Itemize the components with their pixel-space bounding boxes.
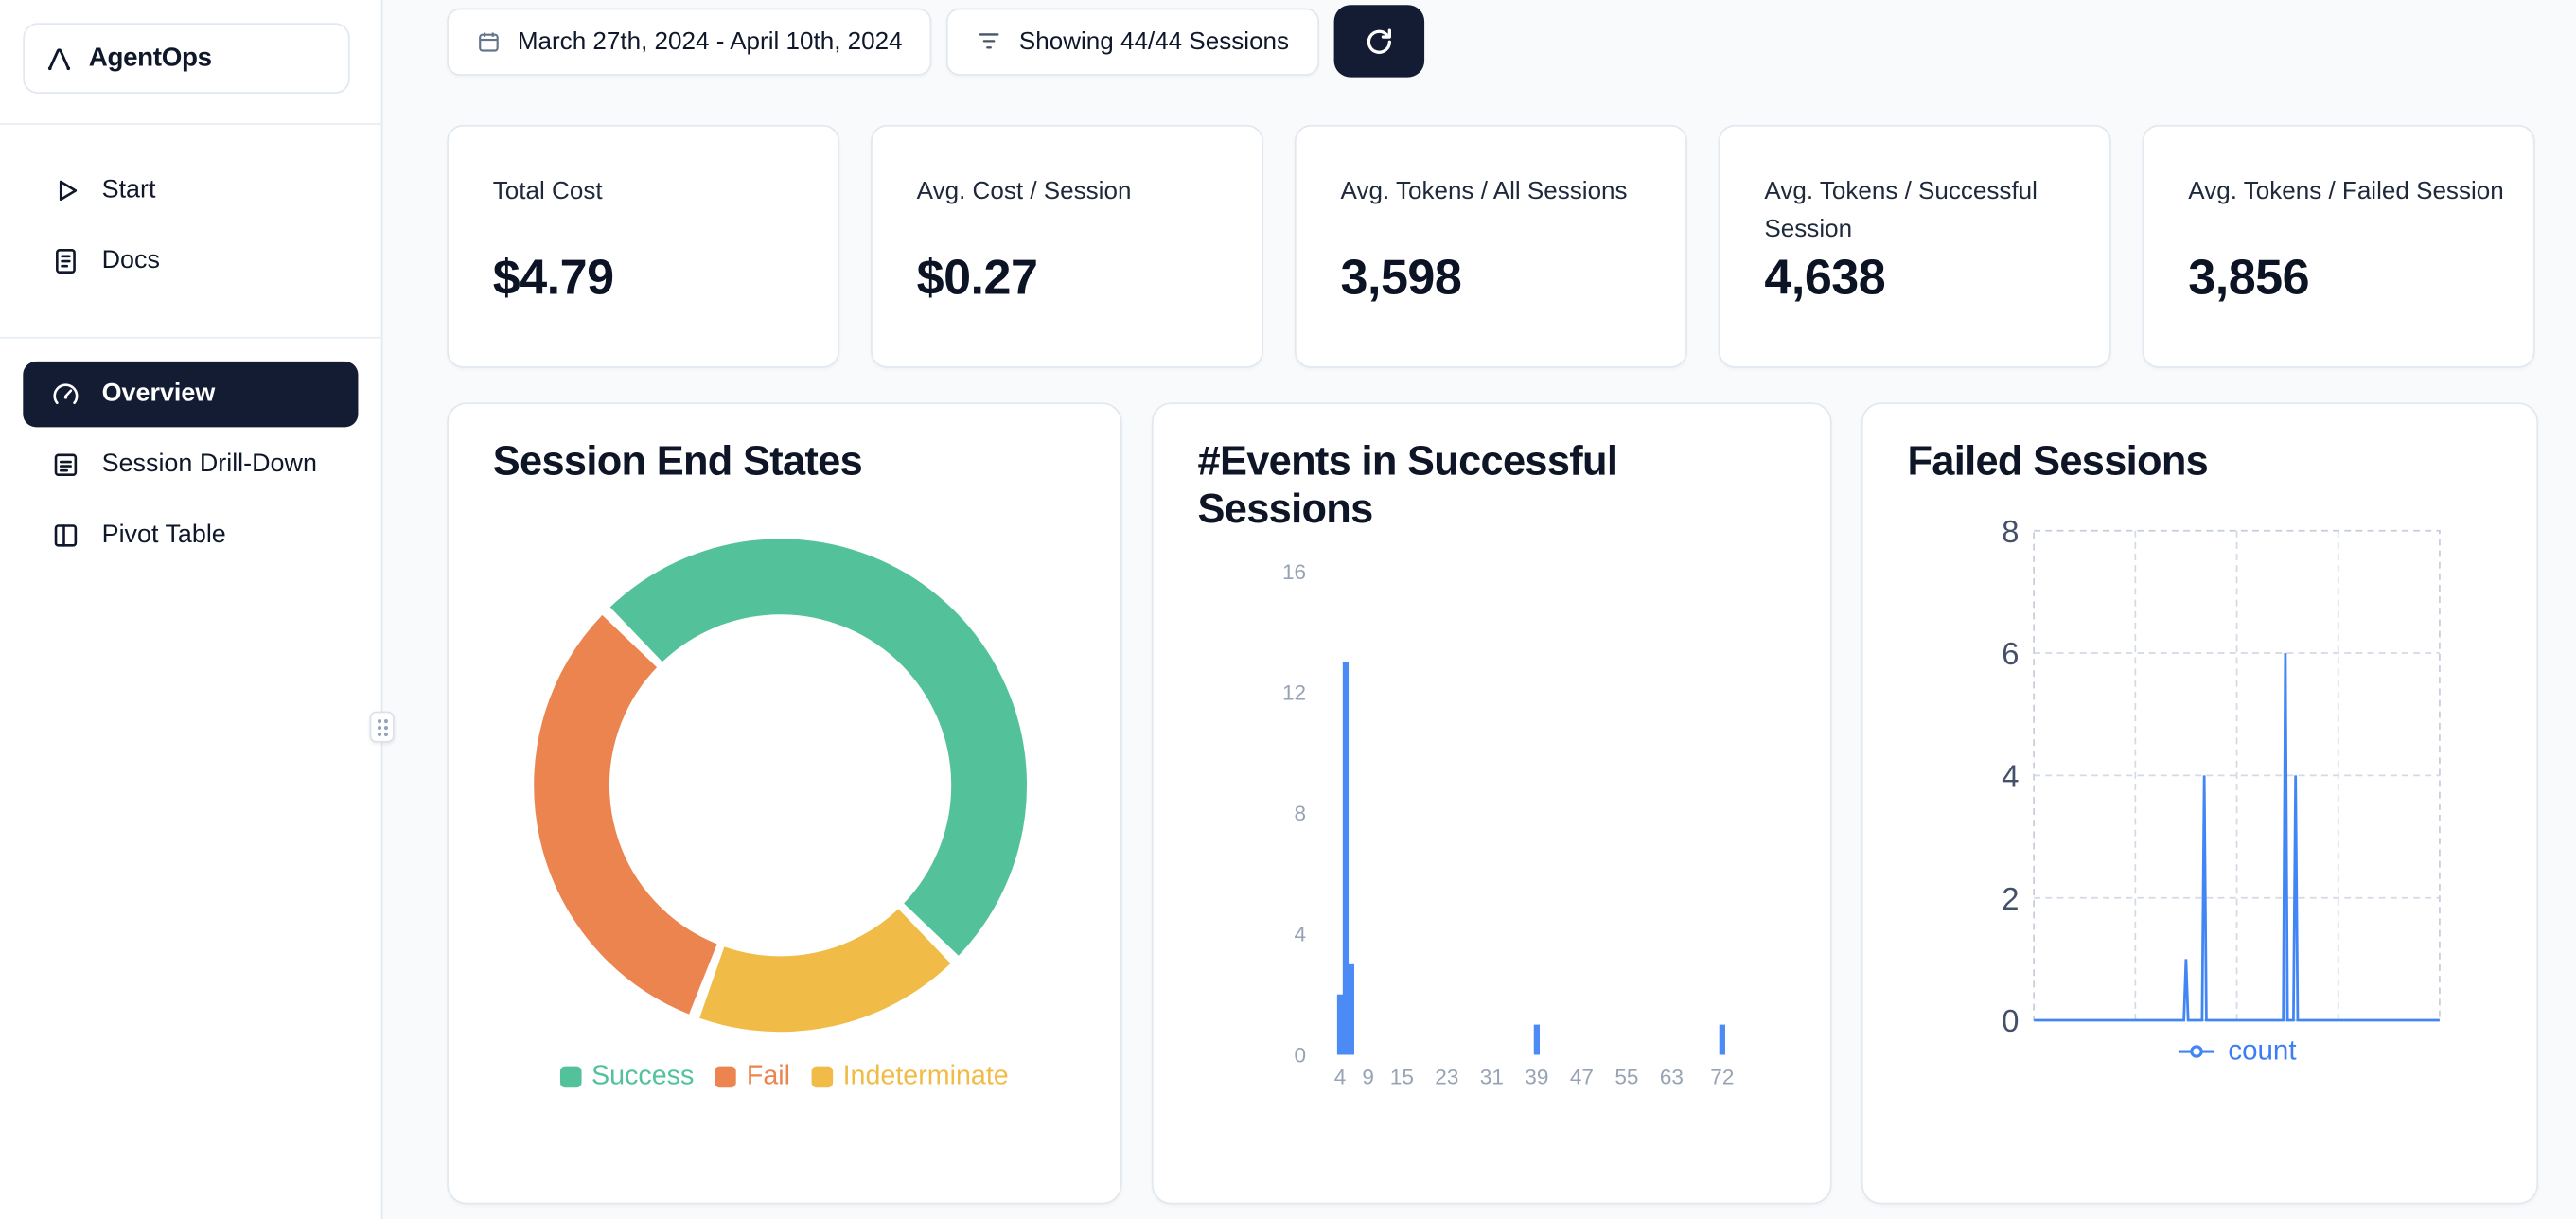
sidebar-nav-main: Overview Session Drill-Down Pivot Table xyxy=(0,357,381,574)
stat-value: $0.27 xyxy=(916,251,1038,306)
stat-value: 4,638 xyxy=(1764,251,1886,306)
agentops-logo-icon xyxy=(44,44,74,73)
failed-sessions-card: Failed Sessions 0 2 4 6 8 count xyxy=(1861,402,2540,1205)
session-end-states-card: Session End States Success Fail Indetermin… xyxy=(447,402,1122,1205)
stat-card-avg-tokens-successful: Avg. Tokens / Successful Session 4,638 xyxy=(1718,124,2111,368)
sessions-filter-button[interactable]: Showing 44/44 Sessions xyxy=(946,7,1319,75)
sidebar-item-label: Docs xyxy=(101,246,160,274)
docs-icon xyxy=(51,246,80,275)
stat-cards-row: Total Cost $4.79 Avg. Cost / Session $0.… xyxy=(447,124,2535,368)
legend-item-indeterminate[interactable]: Indeterminate xyxy=(811,1061,1009,1092)
stat-label: Total Cost xyxy=(492,177,603,205)
sidebar-item-label: Pivot Table xyxy=(101,521,226,549)
stat-card-total-cost: Total Cost $4.79 xyxy=(447,124,840,368)
svg-text:15: 15 xyxy=(1390,1066,1414,1089)
stat-label: Avg. Tokens / Failed Session xyxy=(2188,177,2504,205)
app-name: AgentOps xyxy=(88,44,212,72)
svg-text:12: 12 xyxy=(1282,681,1306,705)
session-end-states-donut-chart[interactable] xyxy=(518,522,1044,1049)
sidebar-divider xyxy=(0,123,383,125)
stat-label: Avg. Cost / Session xyxy=(916,177,1132,205)
gauge-icon xyxy=(51,380,80,409)
legend-label: Success xyxy=(591,1061,695,1091)
svg-text:6: 6 xyxy=(2002,636,2019,671)
stat-value: 3,598 xyxy=(1340,251,1462,306)
svg-text:16: 16 xyxy=(1282,560,1306,584)
refresh-icon xyxy=(1363,26,1394,57)
svg-text:4: 4 xyxy=(1295,923,1307,946)
sidebar-item-label: Overview xyxy=(101,380,216,408)
calendar-icon xyxy=(476,28,501,53)
app-logo[interactable]: AgentOps xyxy=(23,23,350,94)
svg-text:31: 31 xyxy=(1480,1066,1504,1089)
svg-text:2: 2 xyxy=(2002,881,2019,916)
legend-swatch xyxy=(715,1066,737,1088)
svg-text:23: 23 xyxy=(1435,1066,1458,1089)
count-legend-item[interactable]: count xyxy=(2034,1035,2440,1069)
stat-card-avg-tokens-failed: Avg. Tokens / Failed Session 3,856 xyxy=(2142,124,2535,368)
sidebar-resize-handle[interactable] xyxy=(369,711,395,743)
chart-title: Session End States xyxy=(492,438,863,486)
sidebar-nav-top: Start Docs xyxy=(0,152,381,299)
line-marker-icon xyxy=(2178,1042,2217,1062)
legend-swatch xyxy=(560,1066,582,1088)
refresh-button[interactable] xyxy=(1332,5,1424,78)
stat-label: Avg. Tokens / Successful Session xyxy=(1764,177,2038,243)
svg-text:0: 0 xyxy=(1295,1043,1307,1067)
grip-icon xyxy=(375,716,389,737)
stat-label: Avg. Tokens / All Sessions xyxy=(1340,177,1628,205)
legend-label: Indeterminate xyxy=(842,1061,1009,1091)
svg-text:72: 72 xyxy=(1710,1066,1734,1089)
sessions-filter-label: Showing 44/44 Sessions xyxy=(1018,26,1290,56)
sidebar-item-session-drill-down[interactable]: Session Drill-Down xyxy=(23,433,358,498)
toolbar: March 27th, 2024 - April 10th, 2024 Show… xyxy=(447,5,1424,78)
svg-text:8: 8 xyxy=(2002,514,2019,549)
svg-text:9: 9 xyxy=(1362,1066,1374,1089)
play-icon xyxy=(51,176,80,205)
sidebar-item-docs[interactable]: Docs xyxy=(23,228,358,293)
legend-item-success[interactable]: Success xyxy=(560,1061,694,1092)
session-list-icon xyxy=(51,450,80,480)
legend-label: count xyxy=(2228,1034,2297,1067)
legend-item-fail[interactable]: Fail xyxy=(715,1061,790,1092)
sidebar-item-label: Session Drill-Down xyxy=(101,450,317,479)
sidebar-divider xyxy=(0,336,383,339)
stat-card-avg-cost-session: Avg. Cost / Session $0.27 xyxy=(871,124,1263,368)
date-range-label: March 27th, 2024 - April 10th, 2024 xyxy=(517,26,903,56)
sidebar-item-label: Start xyxy=(101,175,156,204)
svg-text:39: 39 xyxy=(1525,1066,1548,1089)
pivot-table-icon xyxy=(51,521,80,550)
svg-text:55: 55 xyxy=(1614,1066,1638,1089)
sidebar-item-start[interactable]: Start xyxy=(23,158,358,223)
chart-title: #Events in Successful Sessions xyxy=(1197,438,1618,533)
svg-text:47: 47 xyxy=(1570,1066,1594,1089)
legend-swatch xyxy=(811,1066,834,1088)
svg-text:8: 8 xyxy=(1295,802,1307,825)
svg-text:4: 4 xyxy=(2002,759,2019,794)
svg-text:63: 63 xyxy=(1660,1066,1684,1089)
stat-value: $4.79 xyxy=(492,251,614,306)
sidebar-item-pivot-table[interactable]: Pivot Table xyxy=(23,503,358,568)
filter-icon xyxy=(977,28,1003,55)
svg-text:0: 0 xyxy=(2002,1003,2019,1032)
failed-sessions-line-chart[interactable]: 0 2 4 6 8 xyxy=(1863,503,2540,1032)
charts-row: Session End States Success Fail Indetermin… xyxy=(447,402,2540,1205)
events-in-successful-sessions-card: #Events in Successful Sessions 0 4 8 12 16 4 9… xyxy=(1151,402,1834,1205)
sidebar-item-overview[interactable]: Overview xyxy=(23,361,359,428)
chart-title: Failed Sessions xyxy=(1907,438,2209,486)
date-range-button[interactable]: March 27th, 2024 - April 10th, 2024 xyxy=(447,7,932,75)
stat-card-avg-tokens-all: Avg. Tokens / All Sessions 3,598 xyxy=(1294,124,1687,368)
svg-text:4: 4 xyxy=(1334,1066,1347,1089)
stat-value: 3,856 xyxy=(2188,251,2310,306)
sidebar: AgentOps Start Docs xyxy=(0,0,383,1219)
donut-legend: Success Fail Indeterminate xyxy=(449,1061,1120,1092)
legend-label: Fail xyxy=(746,1061,791,1091)
